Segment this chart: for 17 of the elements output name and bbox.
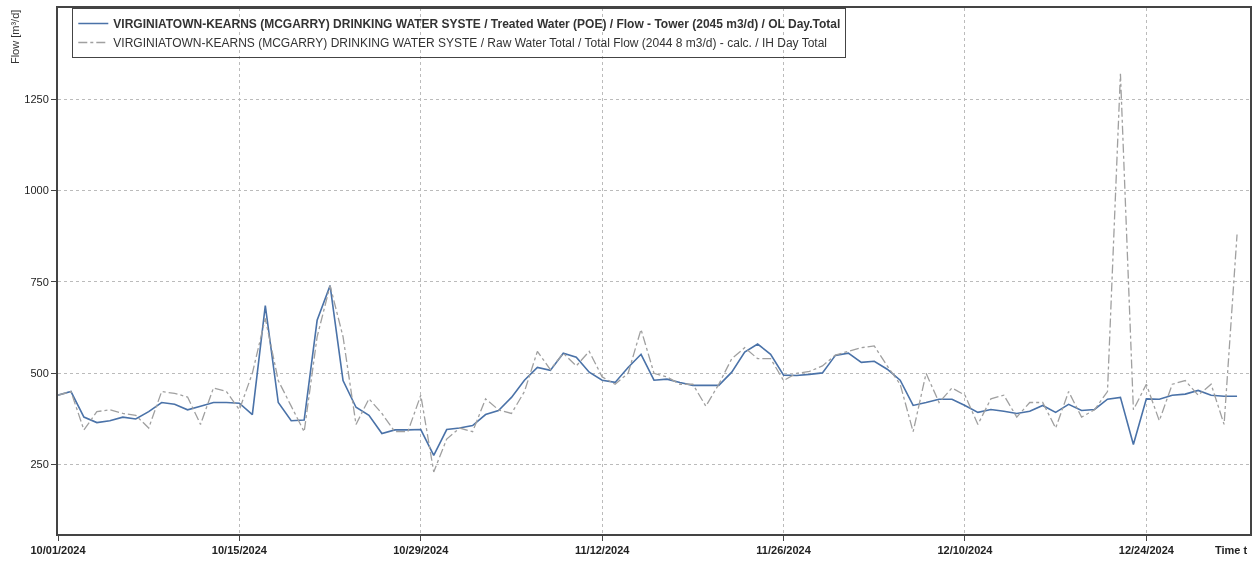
legend-label: VIRGINIATOWN-KEARNS (MCGARRY) DRINKING WATER SYSTE / Raw Water Total / Total Flow (2044 8 m3/d) - calc. / IH Day Total bbox=[113, 36, 828, 51]
line-series bbox=[58, 73, 1238, 473]
x-tick-label: 12/24/2024 bbox=[1118, 544, 1175, 557]
y-tick-label: 250 bbox=[30, 458, 49, 471]
x-tick-label: 11/12/2024 bbox=[574, 544, 631, 557]
x-tick-label: 12/10/2024 bbox=[937, 544, 994, 557]
x-tick-label: 10/01/2024 bbox=[30, 544, 87, 557]
y-axis-title: Flow [m³/d] bbox=[9, 9, 22, 65]
y-tick-label: 1250 bbox=[24, 93, 49, 106]
y-tick-label: 750 bbox=[30, 275, 49, 288]
x-axis-title: Time t bbox=[1215, 544, 1248, 556]
y-tick-label: 500 bbox=[30, 367, 49, 380]
x-tick-label: 10/15/2024 bbox=[211, 544, 268, 557]
legend-label: VIRGINIATOWN-KEARNS (MCGARRY) DRINKING WATER SYSTE / Treated Water (POE) / Flow - Tower (2045 m3/d) / OL Day.Total bbox=[113, 17, 841, 32]
x-tick-label: 11/26/2024 bbox=[756, 544, 812, 557]
y-tick-label: 1000 bbox=[24, 184, 49, 197]
x-tick-label: 10/29/2024 bbox=[393, 544, 450, 557]
